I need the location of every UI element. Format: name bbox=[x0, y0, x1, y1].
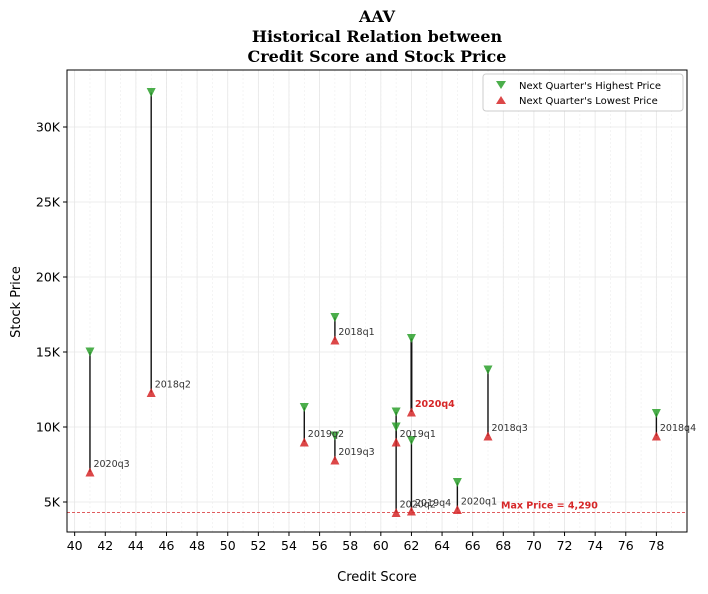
legend-high-marker-icon bbox=[496, 81, 506, 89]
high-marker-2019q3 bbox=[330, 431, 340, 441]
x-tick-label: 78 bbox=[648, 538, 664, 553]
x-tick-label: 48 bbox=[189, 538, 205, 553]
low-marker-2019q1 bbox=[391, 437, 401, 447]
chart-title-line-1: AAV bbox=[358, 7, 396, 26]
high-marker-2018q4 bbox=[651, 409, 661, 418]
low-marker-2019q4 bbox=[406, 506, 416, 516]
price-range-segments bbox=[89, 92, 658, 513]
y-axis-label: Stock Price bbox=[9, 266, 24, 338]
grid bbox=[67, 70, 687, 532]
high-marker-2020q1 bbox=[452, 478, 462, 487]
x-tick-label: 46 bbox=[159, 538, 175, 553]
x-tick-label: 74 bbox=[587, 538, 603, 553]
legend-high-label: Next Quarter's Highest Price bbox=[519, 81, 661, 92]
point-label-2018q4: 2018q4 bbox=[660, 423, 696, 434]
x-tick-label: 56 bbox=[312, 538, 328, 553]
low-marker-2019q2 bbox=[299, 437, 309, 447]
low-marker-2018q4 bbox=[651, 431, 661, 441]
x-tick-label: 66 bbox=[465, 538, 481, 553]
high-marker-2019q1 bbox=[391, 407, 401, 417]
x-tick-label: 54 bbox=[281, 538, 297, 553]
point-label-2020q3: 2020q3 bbox=[93, 459, 129, 470]
x-tick-label: 60 bbox=[373, 538, 389, 553]
low-marker-2018q2 bbox=[146, 388, 156, 397]
x-tick-label: 72 bbox=[557, 538, 573, 553]
low-marker-2020q4 bbox=[406, 407, 416, 417]
high-marker-2018q3 bbox=[483, 365, 493, 375]
chart-title-line-3: Credit Score and Stock Price bbox=[248, 47, 507, 66]
low-marker-2018q1 bbox=[330, 335, 340, 345]
point-label-2019q2: 2019q2 bbox=[308, 429, 344, 440]
low-marker-2020q2 bbox=[391, 508, 401, 517]
x-tick-label: 52 bbox=[250, 538, 266, 553]
legend-low-marker-icon bbox=[496, 96, 506, 104]
point-label-2019q4: 2019q4 bbox=[415, 498, 451, 509]
point-label-2019q1: 2019q1 bbox=[400, 429, 436, 440]
y-tick-label: 20K bbox=[36, 270, 61, 285]
high-marker-2018q2 bbox=[146, 88, 156, 97]
x-tick-label: 50 bbox=[220, 538, 236, 553]
chart-title-line-2: Historical Relation between bbox=[252, 27, 503, 46]
x-tick-label: 58 bbox=[342, 538, 358, 553]
y-tick-label: 15K bbox=[36, 345, 61, 360]
legend-low-label: Next Quarter's Lowest Price bbox=[519, 96, 658, 107]
x-tick-label: 62 bbox=[403, 538, 419, 553]
x-tick-label: 44 bbox=[128, 538, 144, 553]
chart-title: AAV Historical Relation between Credit S… bbox=[248, 7, 507, 66]
axis-ticks: 40 42 44 46 48 50 52 54 56 58 60 62 64 66 68 70 72 74 76 78… bbox=[36, 120, 664, 554]
high-marker-2018q1 bbox=[330, 313, 340, 322]
point-label-2020q1: 2020q1 bbox=[461, 497, 497, 508]
plot-frame bbox=[66, 69, 688, 533]
high-marker-2019q2 bbox=[299, 403, 309, 412]
price-markers bbox=[85, 88, 661, 517]
point-label-2018q1: 2018q1 bbox=[338, 327, 374, 338]
x-axis-label: Credit Score bbox=[337, 570, 417, 585]
x-tick-label: 40 bbox=[67, 538, 83, 553]
low-marker-2020q1 bbox=[452, 505, 462, 514]
high-marker-2020q2 bbox=[391, 422, 401, 432]
x-tick-label: 64 bbox=[434, 538, 450, 553]
high-marker-2019q4 bbox=[406, 436, 416, 445]
max-price-label: Max Price = 4,290 bbox=[501, 501, 598, 512]
low-marker-2018q3 bbox=[483, 431, 493, 441]
point-label-2019q3: 2019q3 bbox=[338, 447, 374, 458]
high-marker-2020q4 bbox=[406, 334, 416, 343]
low-marker-2020q3 bbox=[85, 467, 95, 477]
x-tick-label: 70 bbox=[526, 538, 542, 553]
point-label-2018q2: 2018q2 bbox=[155, 380, 191, 391]
legend-box bbox=[482, 73, 684, 112]
y-tick-label: 30K bbox=[36, 120, 61, 135]
low-marker-2019q3 bbox=[330, 455, 340, 465]
y-tick-label: 10K bbox=[36, 420, 61, 435]
legend: Next Quarter's Highest Price Next Quarte… bbox=[482, 73, 684, 112]
y-tick-label: 5K bbox=[44, 495, 61, 510]
x-tick-label: 42 bbox=[97, 538, 113, 553]
point-label-2020q2: 2020q2 bbox=[400, 500, 436, 511]
point-label-2018q3: 2018q3 bbox=[491, 423, 527, 434]
x-tick-label: 76 bbox=[618, 538, 634, 553]
point-label-2020q4: 2020q4 bbox=[415, 399, 455, 410]
point-labels: 2020q32018q22019q22018q12019q32020q22019… bbox=[93, 327, 696, 511]
high-marker-2020q3 bbox=[85, 347, 95, 357]
x-tick-label: 68 bbox=[495, 538, 511, 553]
y-tick-label: 25K bbox=[36, 195, 61, 210]
